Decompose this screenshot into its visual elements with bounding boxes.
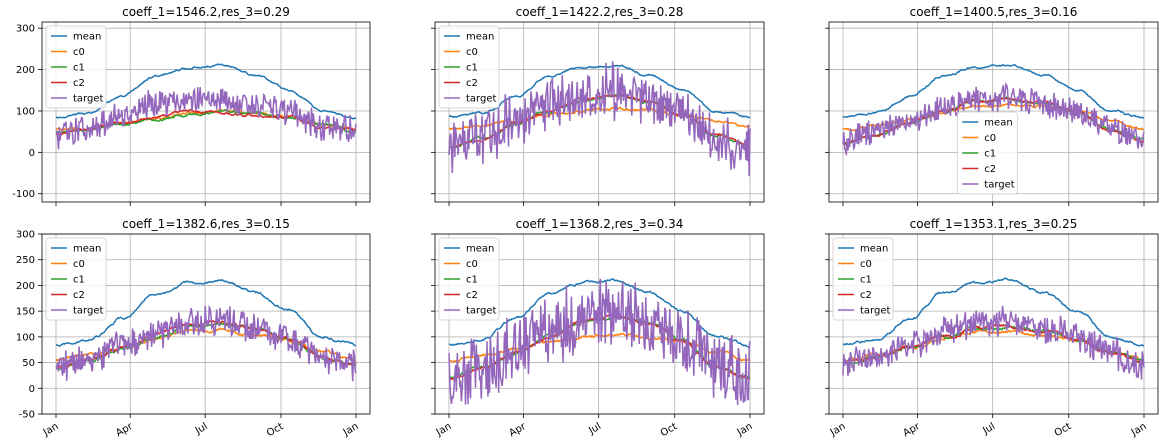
x-tick-label: Oct bbox=[659, 421, 680, 439]
chart-panel-6: coeff_1=1353.1,res_3=0.25 Jan Apr Jul Oct Jan… bbox=[825, 217, 1159, 440]
legend-label-c2: c2 bbox=[466, 290, 478, 301]
legend-label-mean: mean bbox=[984, 118, 1012, 129]
legend: mean c0 c1 c2 target bbox=[45, 25, 107, 109]
legend-label-c1: c1 bbox=[73, 275, 85, 286]
series-line-mean bbox=[55, 279, 357, 347]
legend-label-c0: c0 bbox=[73, 259, 85, 270]
chart-panel-4: coeff_1=1382.6,res_3=0.15 -50 0 50 100 150 200… bbox=[16, 217, 371, 440]
chart-title: coeff_1=1546.2,res_3=0.29 bbox=[122, 5, 290, 19]
legend-label-c0: c0 bbox=[860, 259, 872, 270]
axes-frame bbox=[828, 233, 1159, 415]
legend: mean c0 c1 c2 target bbox=[438, 25, 500, 109]
legend-box bbox=[45, 237, 107, 321]
series-line-mean bbox=[842, 277, 1145, 347]
legend-label-mean: mean bbox=[466, 32, 494, 43]
series-line-target bbox=[55, 87, 357, 150]
axes-frame bbox=[434, 21, 765, 203]
legend-label-c2: c2 bbox=[73, 78, 85, 89]
chart-panel-5: coeff_1=1368.2,res_3=0.34 Jan Apr Jul Oct Jan… bbox=[431, 217, 765, 440]
x-tick-label: Oct bbox=[1053, 421, 1074, 439]
y-tick-label: 100 bbox=[16, 332, 35, 343]
series-line-target bbox=[842, 305, 1145, 380]
legend-label-mean: mean bbox=[73, 32, 101, 43]
legend-box bbox=[438, 25, 500, 109]
x-tick-label: Apr bbox=[507, 421, 528, 440]
legend-label-c0: c0 bbox=[466, 47, 478, 58]
legend-label-target: target bbox=[984, 180, 1014, 191]
chart-panel-1: coeff_1=1546.2,res_3=0.29 -100 0 100 200 300 m… bbox=[12, 5, 371, 206]
series-line-mean bbox=[842, 63, 1145, 119]
legend: mean c0 c1 c2 target bbox=[438, 237, 500, 321]
x-tick-label: Apr bbox=[114, 421, 135, 440]
y-tick-label: 150 bbox=[16, 307, 35, 318]
x-tick-label: Apr bbox=[901, 421, 922, 440]
legend-label-c0: c0 bbox=[73, 47, 85, 58]
series-line-target bbox=[842, 82, 1145, 156]
x-tick-label: Jan bbox=[735, 421, 755, 439]
y-tick-label: -100 bbox=[12, 189, 35, 200]
chart-title: coeff_1=1353.1,res_3=0.25 bbox=[910, 217, 1078, 231]
legend-label-target: target bbox=[860, 306, 890, 317]
y-tick-label: 300 bbox=[16, 230, 35, 241]
axes-frame bbox=[434, 233, 765, 415]
chart-title: coeff_1=1368.2,res_3=0.34 bbox=[516, 217, 684, 231]
legend-label-c2: c2 bbox=[466, 78, 478, 89]
axes-frame bbox=[41, 233, 371, 415]
legend-label-target: target bbox=[466, 94, 496, 105]
legend-label-mean: mean bbox=[73, 244, 101, 255]
chart-title: coeff_1=1400.5,res_3=0.16 bbox=[910, 5, 1078, 19]
legend-label-c1: c1 bbox=[466, 63, 478, 74]
y-tick-label: -50 bbox=[19, 410, 35, 421]
series-line-target bbox=[448, 278, 751, 406]
x-tick-label: Jan bbox=[434, 421, 454, 439]
legend-label-c1: c1 bbox=[984, 149, 996, 160]
series-line-target bbox=[55, 304, 357, 382]
legend-label-target: target bbox=[73, 306, 103, 317]
x-tick-label: Jan bbox=[341, 421, 361, 439]
axes-frame bbox=[41, 21, 371, 203]
chart-title: coeff_1=1422.2,res_3=0.28 bbox=[516, 5, 684, 19]
legend-label-c2: c2 bbox=[984, 164, 996, 175]
legend-label-c1: c1 bbox=[860, 275, 872, 286]
y-tick-label: 0 bbox=[29, 148, 35, 159]
legend: mean c0 c1 c2 target bbox=[956, 111, 1018, 195]
y-tick-label: 100 bbox=[16, 106, 35, 117]
x-tick-label: Jan bbox=[41, 421, 61, 439]
legend-label-c2: c2 bbox=[860, 290, 872, 301]
x-tick-label: Oct bbox=[265, 421, 286, 439]
legend: mean c0 c1 c2 target bbox=[832, 237, 894, 321]
legend-label-target: target bbox=[466, 306, 496, 317]
y-tick-label: 50 bbox=[22, 358, 35, 369]
legend-box bbox=[956, 111, 1018, 195]
y-tick-label: 300 bbox=[16, 24, 35, 35]
legend-label-c1: c1 bbox=[73, 63, 85, 74]
y-tick-label: 200 bbox=[16, 281, 35, 292]
chart-title: coeff_1=1382.6,res_3=0.15 bbox=[122, 217, 290, 231]
series-line-target bbox=[448, 61, 751, 177]
legend-label-mean: mean bbox=[466, 244, 494, 255]
axes-frame bbox=[828, 21, 1159, 203]
legend-label-c0: c0 bbox=[984, 133, 996, 144]
x-tick-label: Jul bbox=[980, 421, 997, 437]
legend-label-target: target bbox=[73, 94, 103, 105]
legend-box bbox=[832, 237, 894, 321]
legend-label-c2: c2 bbox=[73, 290, 85, 301]
x-tick-label: Jul bbox=[193, 421, 210, 437]
x-tick-label: Jul bbox=[586, 421, 603, 437]
x-tick-label: Jan bbox=[1129, 421, 1149, 439]
y-tick-label: 200 bbox=[16, 65, 35, 76]
legend-label-c1: c1 bbox=[466, 275, 478, 286]
legend-box bbox=[438, 237, 500, 321]
legend: mean c0 c1 c2 target bbox=[45, 237, 107, 321]
legend-label-mean: mean bbox=[860, 244, 888, 255]
y-tick-label: 250 bbox=[16, 255, 35, 266]
x-tick-label: Jan bbox=[828, 421, 848, 439]
y-tick-label: 0 bbox=[29, 384, 35, 395]
legend-box bbox=[45, 25, 107, 109]
legend-label-c0: c0 bbox=[466, 259, 478, 270]
